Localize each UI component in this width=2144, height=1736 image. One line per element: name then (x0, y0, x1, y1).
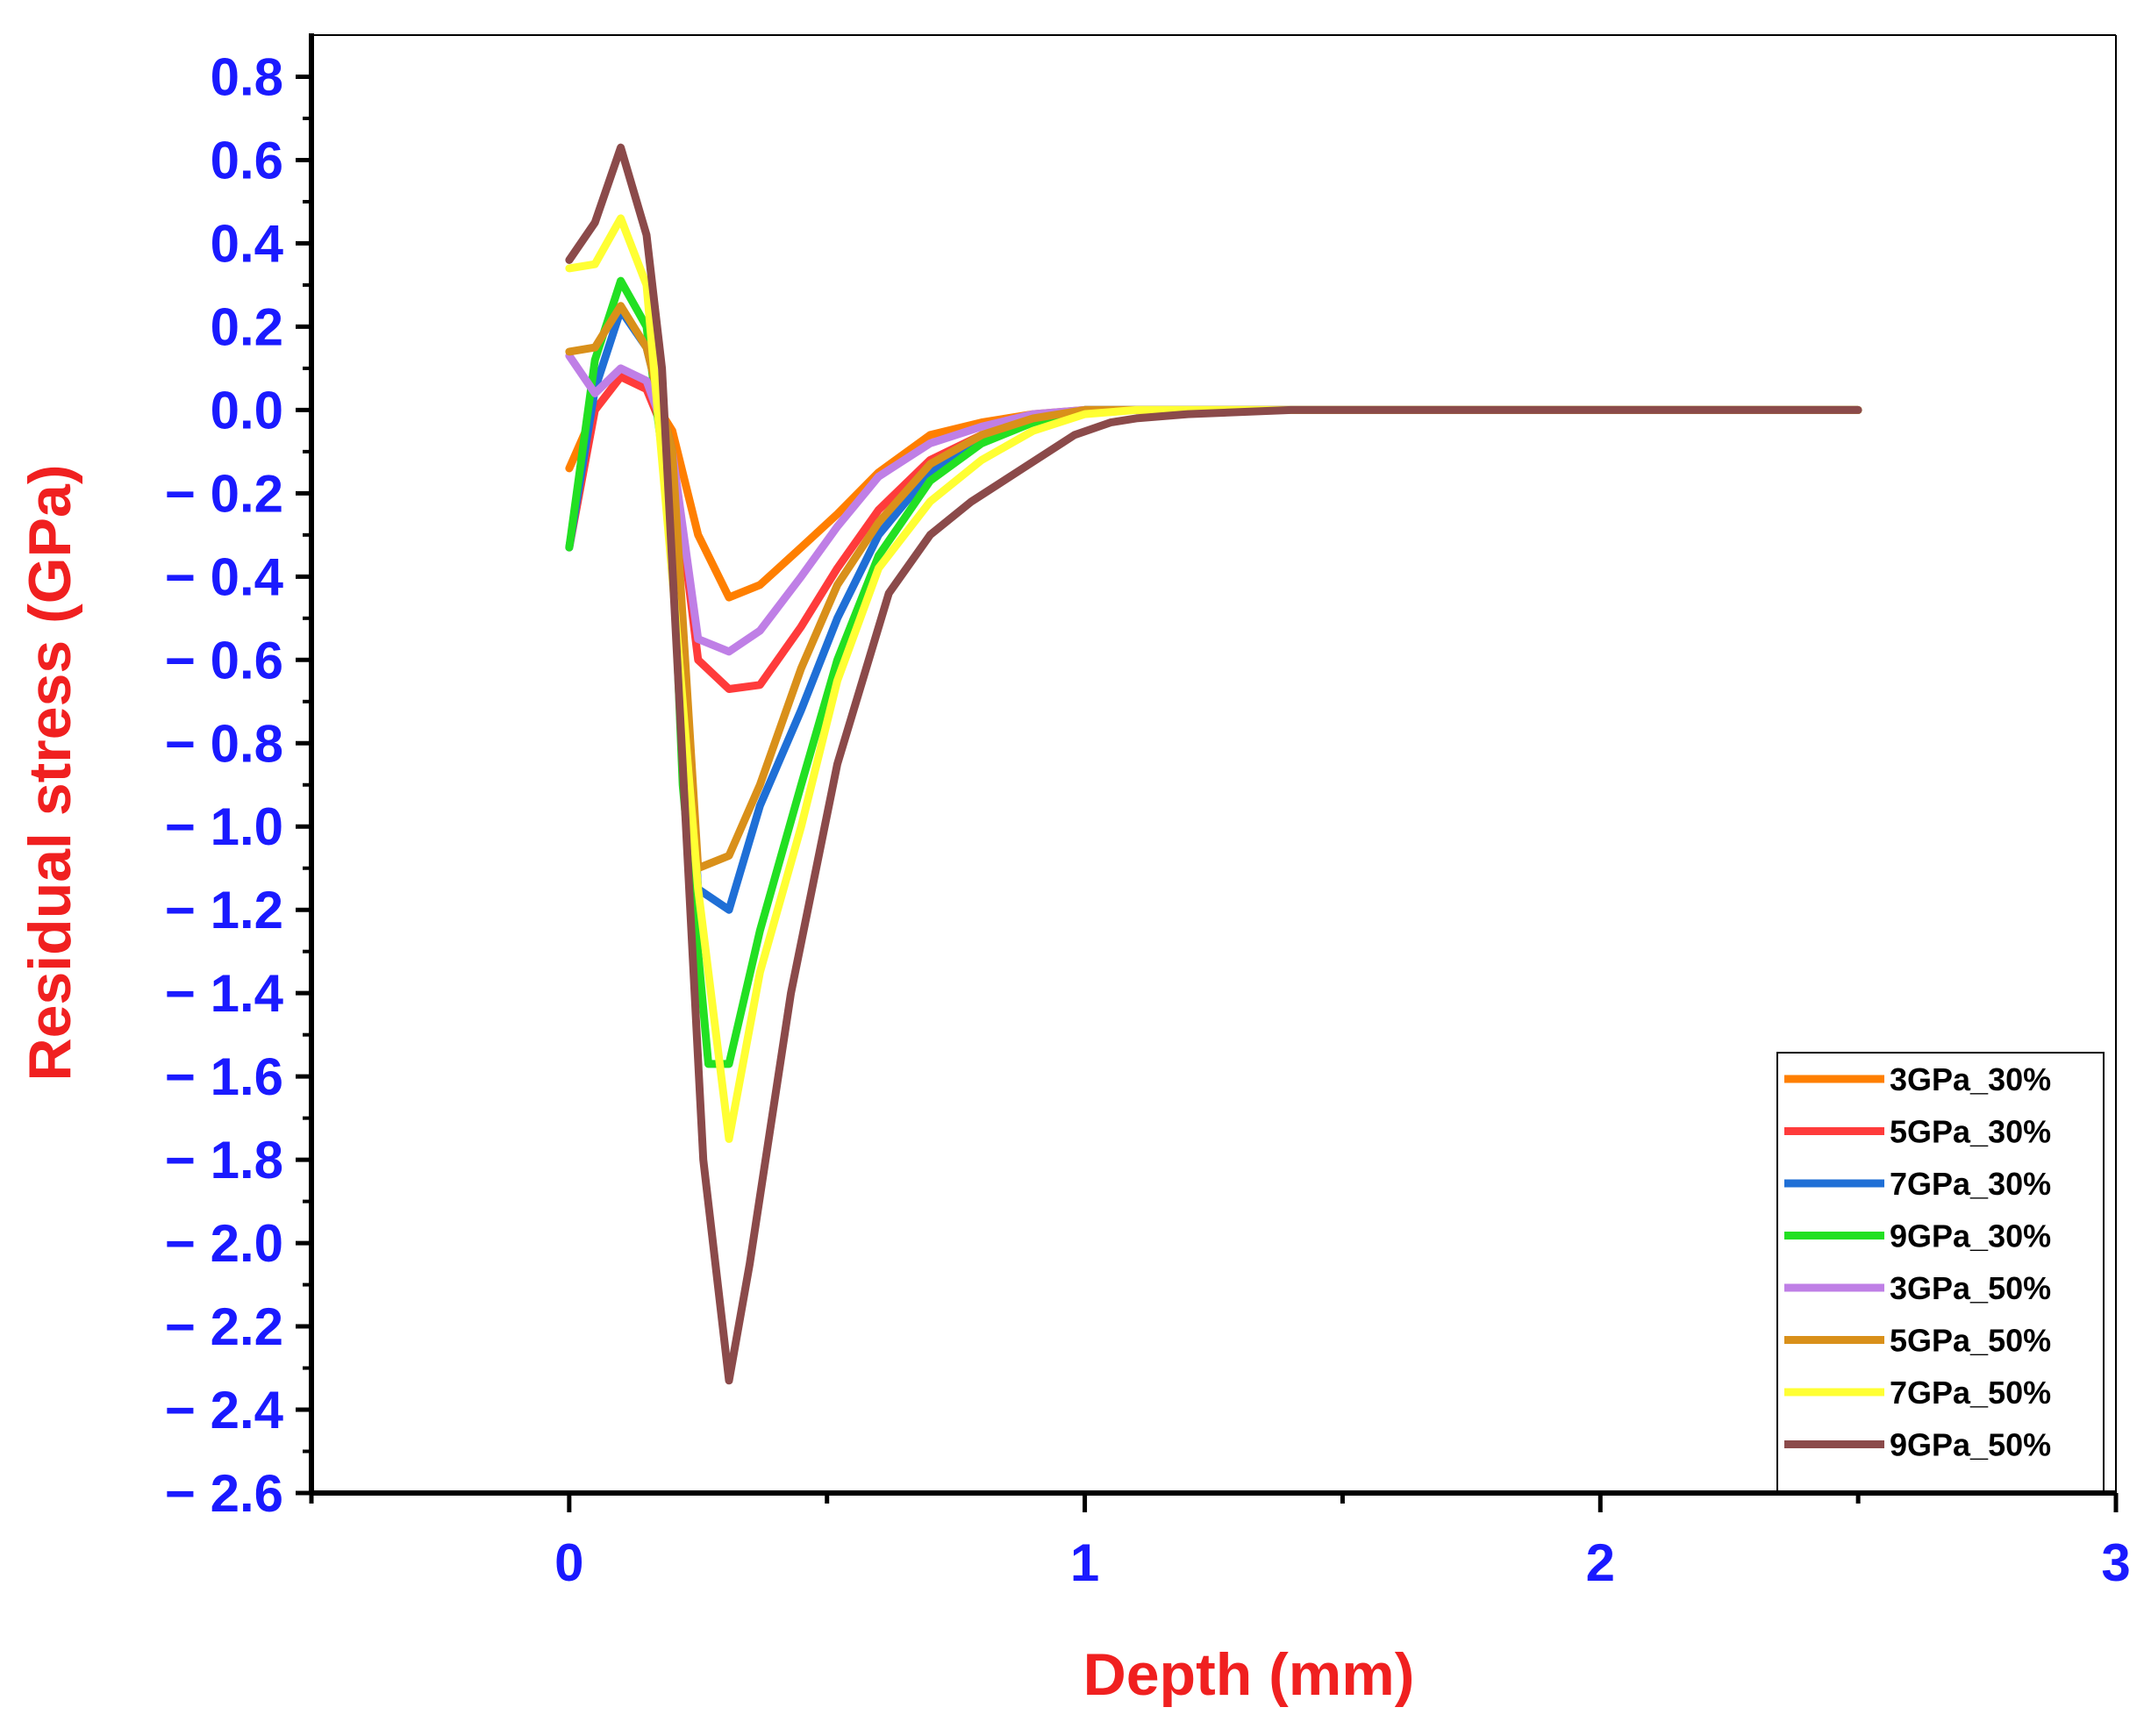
y-tick-label: 0.8 (211, 47, 283, 106)
legend-box (1776, 1052, 2105, 1492)
series-group (565, 143, 1862, 1385)
y-tick-label: − 2.0 (165, 1214, 283, 1273)
series-line (565, 143, 1862, 1385)
y-tick-label: − 0.2 (165, 464, 283, 523)
legend-label: 7GPa_50% (1890, 1375, 2051, 1411)
legend-label: 9GPa_50% (1890, 1427, 2051, 1463)
x-tick-label: 2 (1586, 1533, 1615, 1592)
legend-label: 7GPa_30% (1890, 1166, 2051, 1202)
legend-label: 3GPa_50% (1890, 1270, 2051, 1306)
y-tick-label: 0.6 (211, 131, 283, 189)
y-tick-label: 0.2 (211, 297, 283, 356)
y-tick-label: − 1.0 (165, 797, 283, 856)
x-tick-label: 3 (2101, 1533, 2130, 1592)
y-axis-title: Residual stress (GPa) (17, 465, 83, 1082)
y-tick-label: − 1.2 (165, 881, 283, 939)
y-tick-label: − 1.6 (165, 1047, 283, 1106)
legend-label: 5GPa_50% (1890, 1323, 2051, 1359)
y-tick-label: − 2.6 (165, 1464, 283, 1523)
x-tick-label: 1 (1070, 1533, 1099, 1592)
x-tick-label: 0 (554, 1533, 583, 1592)
series-line (565, 352, 1862, 656)
y-tick-label: − 0.4 (165, 547, 284, 606)
y-tick-label: 0.4 (211, 214, 284, 273)
series-line (565, 372, 1862, 693)
legend: 3GPa_30% 5GPa_30% 7GPa_30% 9GPa_30% 3GPa_50%… (1776, 1052, 2105, 1492)
legend-label: 9GPa_30% (1890, 1218, 2051, 1254)
series-line (565, 214, 1862, 1143)
y-tick-label: − 0.8 (165, 714, 283, 773)
y-tick-label: − 0.6 (165, 631, 283, 689)
legend-label: 3GPa_30% (1890, 1061, 2051, 1097)
y-tick-label: − 1.4 (165, 964, 284, 1023)
series-line (565, 276, 1862, 1068)
series-line (565, 305, 1862, 914)
y-tick-label: − 2.4 (165, 1381, 284, 1440)
y-tick-label: − 1.8 (165, 1131, 283, 1189)
legend-label: 5GPa_30% (1890, 1114, 2051, 1150)
y-tick-label: − 2.2 (165, 1297, 283, 1356)
x-axis-title: Depth (mm) (1083, 1641, 1415, 1708)
y-tick-label: 0.0 (211, 381, 283, 439)
